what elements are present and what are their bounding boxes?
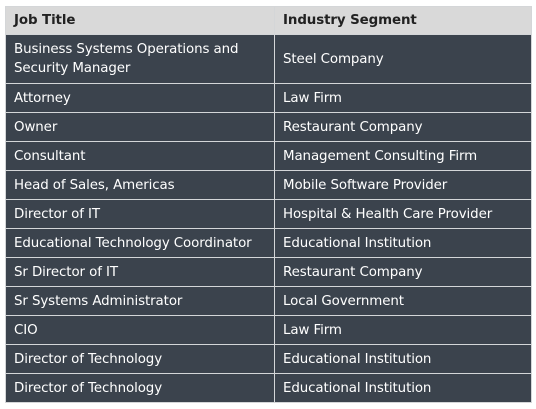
cell-job-title: Attorney <box>5 83 275 113</box>
cell-industry-segment: Educational Institution <box>274 344 532 374</box>
cell-job-title: Sr Systems Administrator <box>5 286 275 316</box>
table-row: Director of Technology Educational Insti… <box>5 373 532 403</box>
cell-industry-segment: Educational Institution <box>274 228 532 258</box>
cell-industry-segment: Local Government <box>274 286 532 316</box>
job-title-table: Job Title Industry Segment Business Syst… <box>5 6 532 403</box>
cell-job-title: Director of Technology <box>5 344 275 374</box>
cell-industry-segment: Management Consulting Firm <box>274 141 532 171</box>
cell-job-title: Sr Director of IT <box>5 257 275 287</box>
table-header-row: Job Title Industry Segment <box>5 6 532 35</box>
table-row: Director of Technology Educational Insti… <box>5 344 532 374</box>
cell-job-title: Director of Technology <box>5 373 275 403</box>
cell-industry-segment: Hospital & Health Care Provider <box>274 199 532 229</box>
table-row: Head of Sales, Americas Mobile Software … <box>5 170 532 200</box>
cell-industry-segment: Law Firm <box>274 315 532 345</box>
cell-job-title: Educational Technology Coordinator <box>5 228 275 258</box>
cell-job-title: CIO <box>5 315 275 345</box>
cell-industry-segment: Educational Institution <box>274 373 532 403</box>
table-row: Attorney Law Firm <box>5 83 532 113</box>
header-job-title: Job Title <box>5 6 275 35</box>
table-row: Educational Technology Coordinator Educa… <box>5 228 532 258</box>
header-industry-segment: Industry Segment <box>274 6 532 35</box>
table-row: Consultant Management Consulting Firm <box>5 141 532 171</box>
cell-job-title: Head of Sales, Americas <box>5 170 275 200</box>
cell-job-title: Consultant <box>5 141 275 171</box>
cell-industry-segment: Steel Company <box>274 34 532 84</box>
cell-job-title: Director of IT <box>5 199 275 229</box>
cell-job-title: Owner <box>5 112 275 142</box>
cell-industry-segment: Law Firm <box>274 83 532 113</box>
cell-industry-segment: Restaurant Company <box>274 112 532 142</box>
table-row: Owner Restaurant Company <box>5 112 532 142</box>
table-row: Sr Director of IT Restaurant Company <box>5 257 532 287</box>
cell-job-title: Business Systems Operations and Security… <box>5 34 275 84</box>
table-row: Business Systems Operations and Security… <box>5 34 532 84</box>
table-row: Sr Systems Administrator Local Governmen… <box>5 286 532 316</box>
job-title-table-container: Job Title Industry Segment Business Syst… <box>5 6 532 403</box>
table-row: Director of IT Hospital & Health Care Pr… <box>5 199 532 229</box>
cell-industry-segment: Mobile Software Provider <box>274 170 532 200</box>
table-row: CIO Law Firm <box>5 315 532 345</box>
cell-industry-segment: Restaurant Company <box>274 257 532 287</box>
